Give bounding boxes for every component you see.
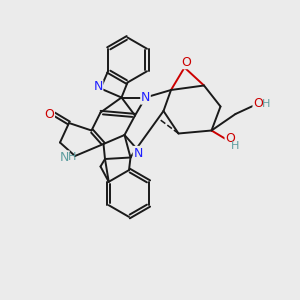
Text: H: H — [68, 152, 76, 163]
Text: O: O — [181, 56, 191, 69]
Text: H: H — [231, 140, 240, 151]
Text: N: N — [133, 146, 143, 160]
Text: O: O — [225, 131, 235, 145]
Text: N: N — [60, 151, 69, 164]
Text: O: O — [45, 107, 54, 121]
Text: O: O — [253, 97, 263, 110]
Text: N: N — [93, 80, 103, 94]
Text: H: H — [262, 99, 271, 110]
Text: N: N — [141, 91, 150, 104]
